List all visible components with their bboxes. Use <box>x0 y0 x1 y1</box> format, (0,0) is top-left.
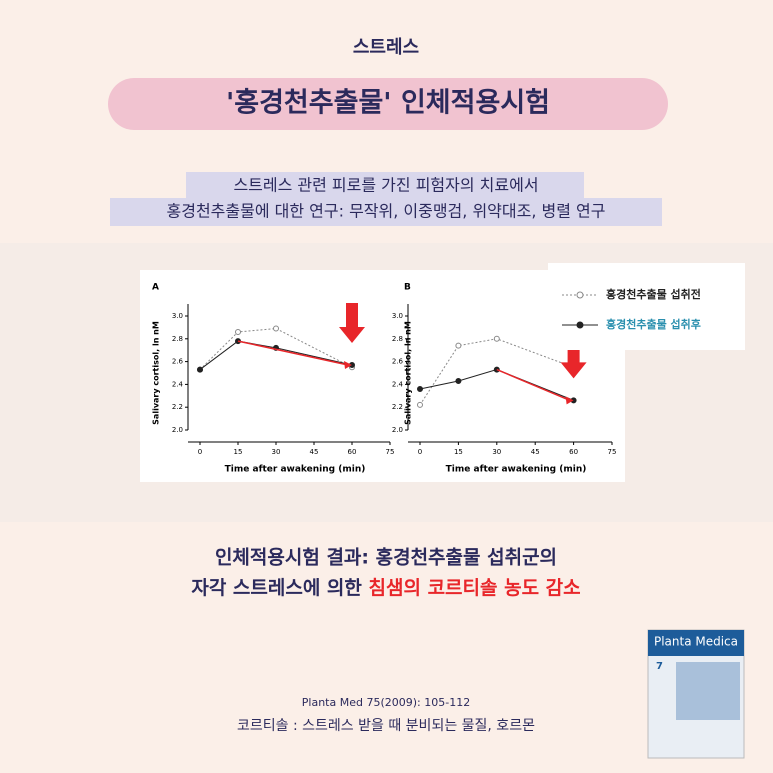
point <box>493 335 500 342</box>
x-axis-label: Time after awakening (min) <box>225 465 366 475</box>
citation: Planta Med 75(2009): 105-112 <box>302 696 470 709</box>
y-tick-label: 2.4 <box>392 380 404 388</box>
point <box>273 325 279 332</box>
trend-arrow <box>237 340 349 366</box>
tag: 스트레스 <box>353 37 419 58</box>
down-arrow <box>560 338 587 379</box>
y-tick-label: 2.0 <box>392 426 403 434</box>
cover-issue: 7 <box>656 661 663 672</box>
legend-marker <box>576 291 584 299</box>
x-tick-label: 60 <box>348 448 357 456</box>
x-tick-label: 45 <box>310 448 319 456</box>
point <box>417 401 423 408</box>
x-tick-label: 0 <box>198 448 202 456</box>
y-tick-label: 2.8 <box>392 335 403 343</box>
series-line <box>199 328 353 370</box>
x-axis-label: Time after awakening (min) <box>446 465 587 475</box>
legend-marker <box>576 321 584 329</box>
cover-title: Planta Medica <box>654 635 738 649</box>
chart-panel <box>140 270 625 482</box>
legend-label: 홍경천추출물 섭취전 <box>606 287 701 301</box>
panel-label: A <box>152 283 159 293</box>
trend-arrow <box>496 368 570 402</box>
y-tick-label: 2.2 <box>172 403 183 411</box>
point <box>197 366 203 373</box>
highlight <box>186 172 584 198</box>
subtitle: 스트레스 관련 피로를 가진 피험자의 치료에서 <box>233 176 538 195</box>
x-tick-label: 30 <box>272 448 281 456</box>
point <box>235 328 241 335</box>
y-tick-label: 2.2 <box>392 403 403 411</box>
y-tick-label: 2.0 <box>172 426 183 434</box>
cover-header <box>648 630 744 656</box>
title-pill <box>108 78 668 130</box>
x-tick-label: 45 <box>531 448 540 456</box>
note: 코르티솔 : 스트레스 받을 때 분비되는 물질, 호르몬 <box>237 718 535 734</box>
x-tick-label: 75 <box>608 448 617 456</box>
y-tick-label: 2.8 <box>172 335 183 343</box>
x-tick-label: 60 <box>569 448 578 456</box>
trend-arrowhead <box>344 361 352 370</box>
trend-arrowhead <box>565 396 574 405</box>
panel-label: B <box>404 283 411 293</box>
charts: A Salivary cortisol, ln nM Time after awak… <box>152 283 617 475</box>
result-highlight: 침샘의 코르티솔 농도 감소 <box>369 577 581 599</box>
subtitle: 홍경천추출물에 대한 연구: 무작위, 이중맹검, 위약대조, 병렬 연구 <box>167 202 606 221</box>
y-tick-label: 3.0 <box>392 312 403 320</box>
cover-image <box>676 662 740 720</box>
y-tick-label: 2.6 <box>172 358 184 366</box>
point <box>455 377 462 384</box>
x-tick-label: 30 <box>492 448 501 456</box>
result-text: 자각 스트레스에 의한 <box>191 577 368 599</box>
legend-label: 홍경천추출물 섭취후 <box>606 317 701 331</box>
result: 인체적용시험 결과: 홍경천추출물 섭취군의 <box>215 546 557 569</box>
y-tick-label: 2.6 <box>392 358 404 366</box>
y-tick-label: 2.4 <box>172 380 184 388</box>
point <box>455 342 462 349</box>
y-tick-label: 3.0 <box>172 312 183 320</box>
x-tick-label: 75 <box>386 448 395 456</box>
y-axis-label: Salivary cortisol, ln nM <box>404 321 413 425</box>
result: 자각 스트레스에 의한 침샘의 코르티솔 농도 감소 <box>191 577 580 599</box>
down-arrow <box>339 303 365 344</box>
title: '홍경천추출물' 인체적용시험 <box>226 88 550 119</box>
highlight <box>110 198 662 226</box>
x-tick-label: 0 <box>418 448 422 456</box>
x-tick-label: 15 <box>454 448 463 456</box>
series-line <box>419 369 574 401</box>
legend <box>548 263 745 350</box>
y-axis-label: Salivary cortisol, ln nM <box>152 321 161 425</box>
x-tick-label: 15 <box>234 448 243 456</box>
point <box>417 385 423 392</box>
